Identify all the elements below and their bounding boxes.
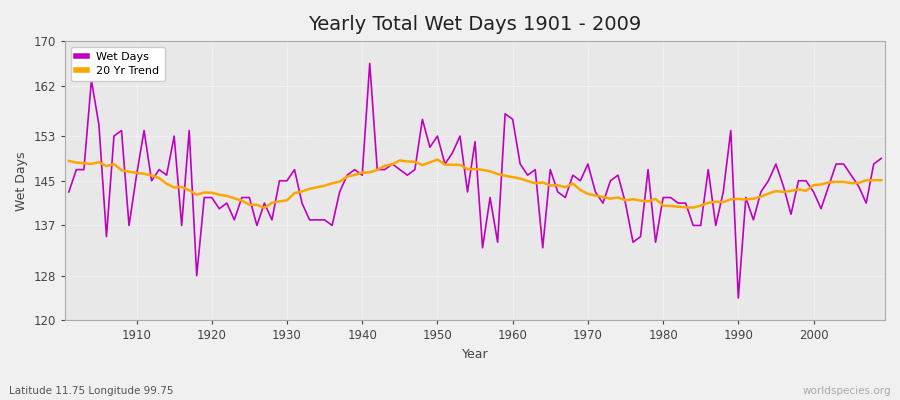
Line: Wet Days: Wet Days: [68, 64, 881, 298]
Wet Days: [63, 190, 74, 194]
20 Yr Trend: [522, 179, 533, 184]
20 Yr Trend: [63, 158, 74, 163]
Title: Yearly Total Wet Days 1901 - 2009: Yearly Total Wet Days 1901 - 2009: [309, 15, 642, 34]
Text: worldspecies.org: worldspecies.org: [803, 386, 891, 396]
Y-axis label: Wet Days: Wet Days: [15, 151, 28, 210]
Wet Days: [123, 223, 134, 228]
20 Yr Trend: [297, 189, 308, 194]
Wet Days: [515, 162, 526, 166]
Legend: Wet Days, 20 Yr Trend: Wet Days, 20 Yr Trend: [70, 47, 165, 81]
20 Yr Trend: [123, 169, 134, 174]
20 Yr Trend: [876, 178, 886, 183]
Wet Days: [605, 178, 616, 183]
20 Yr Trend: [515, 176, 526, 181]
20 Yr Trend: [432, 157, 443, 162]
Wet Days: [508, 117, 518, 122]
Wet Days: [733, 296, 743, 300]
Wet Days: [364, 61, 375, 66]
20 Yr Trend: [342, 174, 353, 179]
Text: Latitude 11.75 Longitude 99.75: Latitude 11.75 Longitude 99.75: [9, 386, 174, 396]
Line: 20 Yr Trend: 20 Yr Trend: [68, 160, 881, 208]
20 Yr Trend: [259, 206, 270, 210]
X-axis label: Year: Year: [462, 348, 489, 361]
20 Yr Trend: [613, 195, 624, 200]
Wet Days: [876, 156, 886, 161]
Wet Days: [334, 190, 345, 194]
Wet Days: [289, 167, 300, 172]
